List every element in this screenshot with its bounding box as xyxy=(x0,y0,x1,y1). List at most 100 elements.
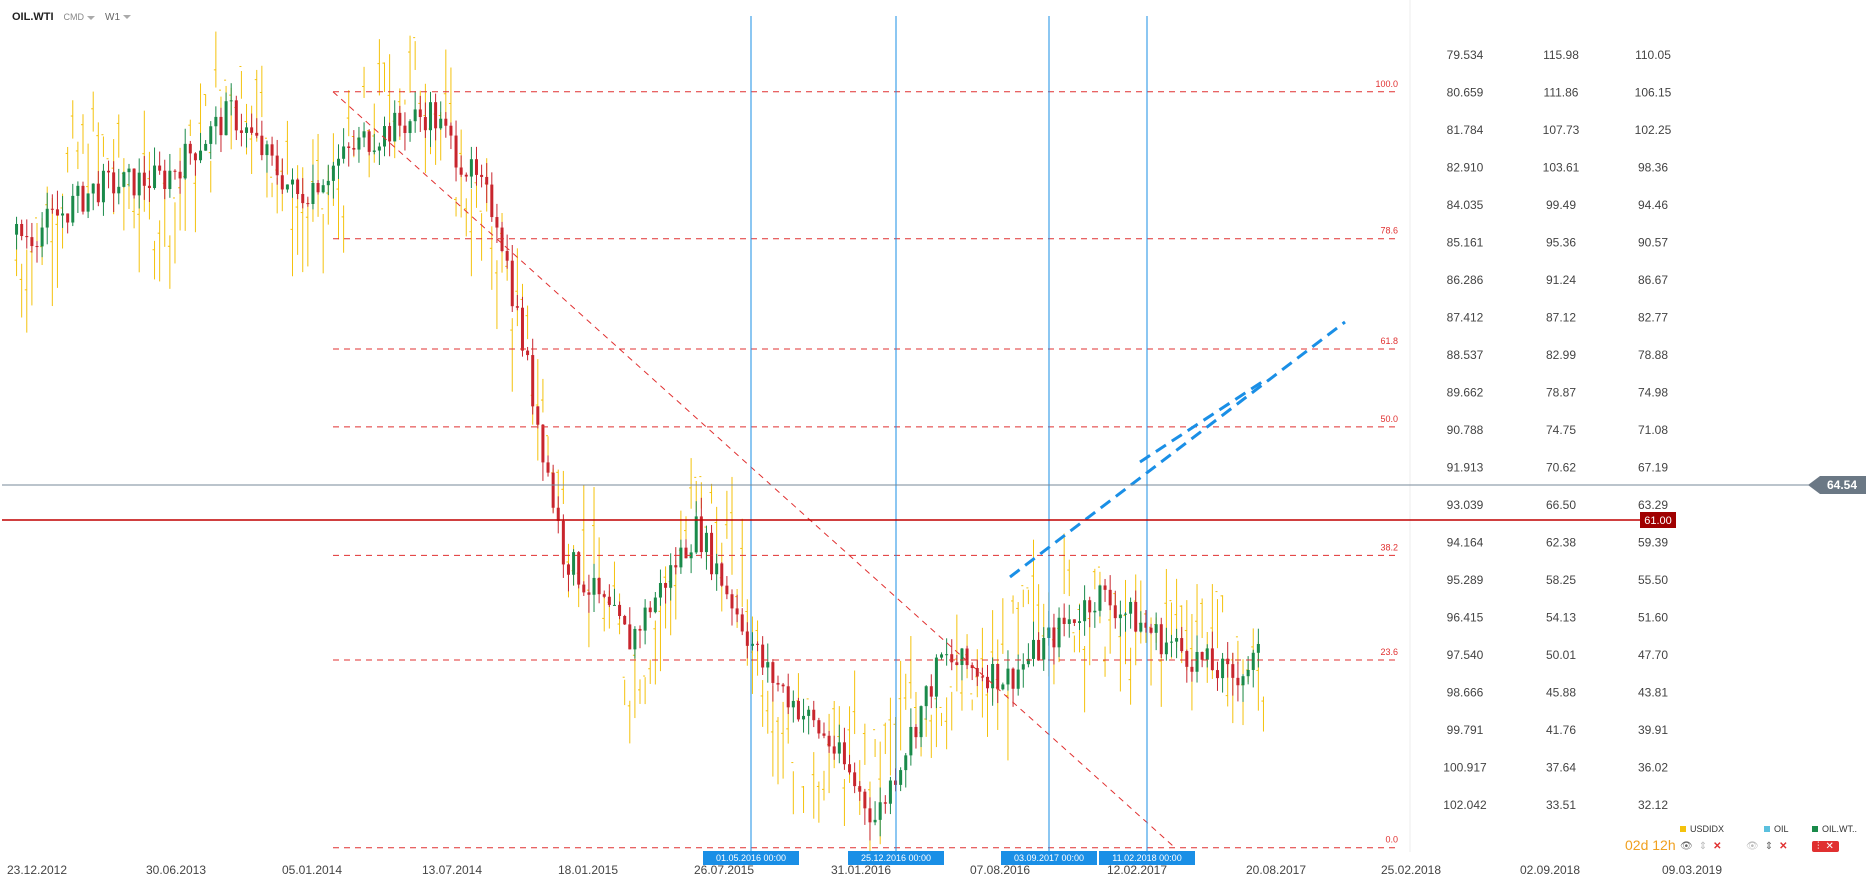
price-axis-3-tick: 59.39 xyxy=(1638,536,1668,550)
candle-body xyxy=(260,135,264,156)
price-axis-2-tick: 62.38 xyxy=(1546,536,1576,550)
candle-body xyxy=(1108,589,1112,606)
close-icon[interactable]: ✕ xyxy=(1713,841,1722,852)
candle-body xyxy=(520,307,524,351)
sort-icon[interactable]: ⇕ xyxy=(1698,841,1708,852)
fib-label: 23.6 xyxy=(1380,647,1398,657)
candle-body xyxy=(771,662,775,683)
legend-usdidx[interactable]: USDIDX xyxy=(1680,824,1724,834)
candle-body xyxy=(469,159,473,177)
settings-icon[interactable]: ⫶ xyxy=(1817,841,1820,852)
candle-body xyxy=(837,742,841,754)
price-axis-3-tick: 71.08 xyxy=(1638,423,1668,437)
price-axis-1-tick: 93.039 xyxy=(1447,498,1484,512)
candle-body xyxy=(1169,641,1173,643)
candle-body xyxy=(316,182,320,193)
candle-body xyxy=(459,167,463,175)
candle-body xyxy=(61,213,65,216)
candle-body xyxy=(914,726,918,738)
candle-body xyxy=(592,577,596,595)
candle-body xyxy=(1118,614,1122,619)
candle-body xyxy=(924,686,928,707)
fib-label: 78.6 xyxy=(1380,226,1398,236)
vertical-marker-tag xyxy=(1001,851,1097,865)
candle-body xyxy=(367,131,371,152)
candle-body xyxy=(689,552,693,559)
candle-body xyxy=(1016,669,1020,689)
price-axis-3-tick: 55.50 xyxy=(1638,573,1668,587)
candle-body xyxy=(178,171,182,179)
price-axis-1-tick: 82.910 xyxy=(1447,161,1484,175)
candle-body xyxy=(934,657,938,697)
fib-label: 61.8 xyxy=(1380,336,1398,346)
price-axis-2-tick: 87.12 xyxy=(1546,311,1576,325)
candle-body xyxy=(224,101,228,136)
candle-body xyxy=(715,563,719,575)
candle-body xyxy=(1098,585,1102,611)
candle-body xyxy=(853,772,857,787)
candle-body xyxy=(868,808,872,823)
candle-body xyxy=(817,720,821,734)
price-axis-1-tick: 85.161 xyxy=(1447,236,1484,250)
candle-body xyxy=(1037,639,1041,660)
candle-body xyxy=(694,516,698,553)
price-axis-2-tick: 37.64 xyxy=(1546,761,1576,775)
candle-body xyxy=(730,594,734,609)
legend-oilwti[interactable]: OIL.WT.. xyxy=(1812,824,1857,834)
price-axis-1-tick: 99.791 xyxy=(1447,723,1484,737)
price-axis-2-tick: 50.01 xyxy=(1546,648,1576,662)
candle-body xyxy=(1200,651,1204,660)
candle-body xyxy=(515,306,519,308)
price-axis-3-tick: 36.02 xyxy=(1638,761,1668,775)
eye-icon[interactable]: 👁 xyxy=(1680,841,1693,852)
candle-body xyxy=(434,102,438,129)
candle-body xyxy=(30,237,34,247)
interval-label[interactable]: W1 xyxy=(105,12,132,23)
candle-body xyxy=(582,584,586,593)
candle-body xyxy=(163,170,167,190)
candle-body xyxy=(653,597,657,613)
candle-body xyxy=(153,165,157,189)
candle-body xyxy=(219,116,223,136)
price-axis-3-tick: 94.46 xyxy=(1638,198,1668,212)
price-axis-3-tick: 74.98 xyxy=(1638,386,1668,400)
symbol-label[interactable]: OIL.WTI xyxy=(12,11,54,23)
candle-body xyxy=(1134,601,1138,632)
candle-body xyxy=(1154,624,1158,633)
candle-body xyxy=(393,112,397,142)
legend-oil[interactable]: OIL xyxy=(1764,824,1789,834)
eye-icon[interactable]: 👁 xyxy=(1746,841,1759,852)
vertical-marker-tag xyxy=(1099,851,1195,865)
candle-body xyxy=(444,118,448,126)
chart-header: OIL.WTI CMD W1 xyxy=(12,11,132,23)
candle-body xyxy=(1251,652,1255,670)
candle-body xyxy=(510,260,514,307)
candle-body xyxy=(1067,619,1071,624)
candle-body xyxy=(633,628,637,650)
candle-body xyxy=(301,194,305,204)
usdidx-controls: 👁 ⇕ ✕ xyxy=(1680,841,1721,852)
candle-body xyxy=(909,726,913,756)
price-axis-2-tick: 107.73 xyxy=(1543,123,1580,137)
chevron-down-icon xyxy=(87,15,96,20)
price-axis-2-tick: 111.86 xyxy=(1544,86,1579,100)
candle-body xyxy=(664,583,668,588)
close-icon[interactable]: ✕ xyxy=(1779,841,1788,852)
candle-body xyxy=(1256,643,1260,653)
candle-body xyxy=(572,552,576,575)
candle-body xyxy=(1062,617,1066,624)
candle-body xyxy=(602,594,606,597)
time-axis-tick: 05.01.2014 xyxy=(282,863,342,877)
close-icon[interactable]: ✕ xyxy=(1825,841,1834,852)
candle-body xyxy=(1103,585,1107,590)
price-axis-2-tick: 45.88 xyxy=(1546,686,1576,700)
candle-body xyxy=(91,183,95,194)
candle-body xyxy=(377,146,381,151)
market-label[interactable]: CMD xyxy=(64,12,96,22)
candle-body xyxy=(623,615,627,625)
oilwti-action-box[interactable]: ⫶ ✕ xyxy=(1812,841,1839,852)
candle-body xyxy=(561,520,565,565)
sort-icon[interactable]: ⇕ xyxy=(1764,841,1774,852)
candle-body xyxy=(107,170,111,173)
